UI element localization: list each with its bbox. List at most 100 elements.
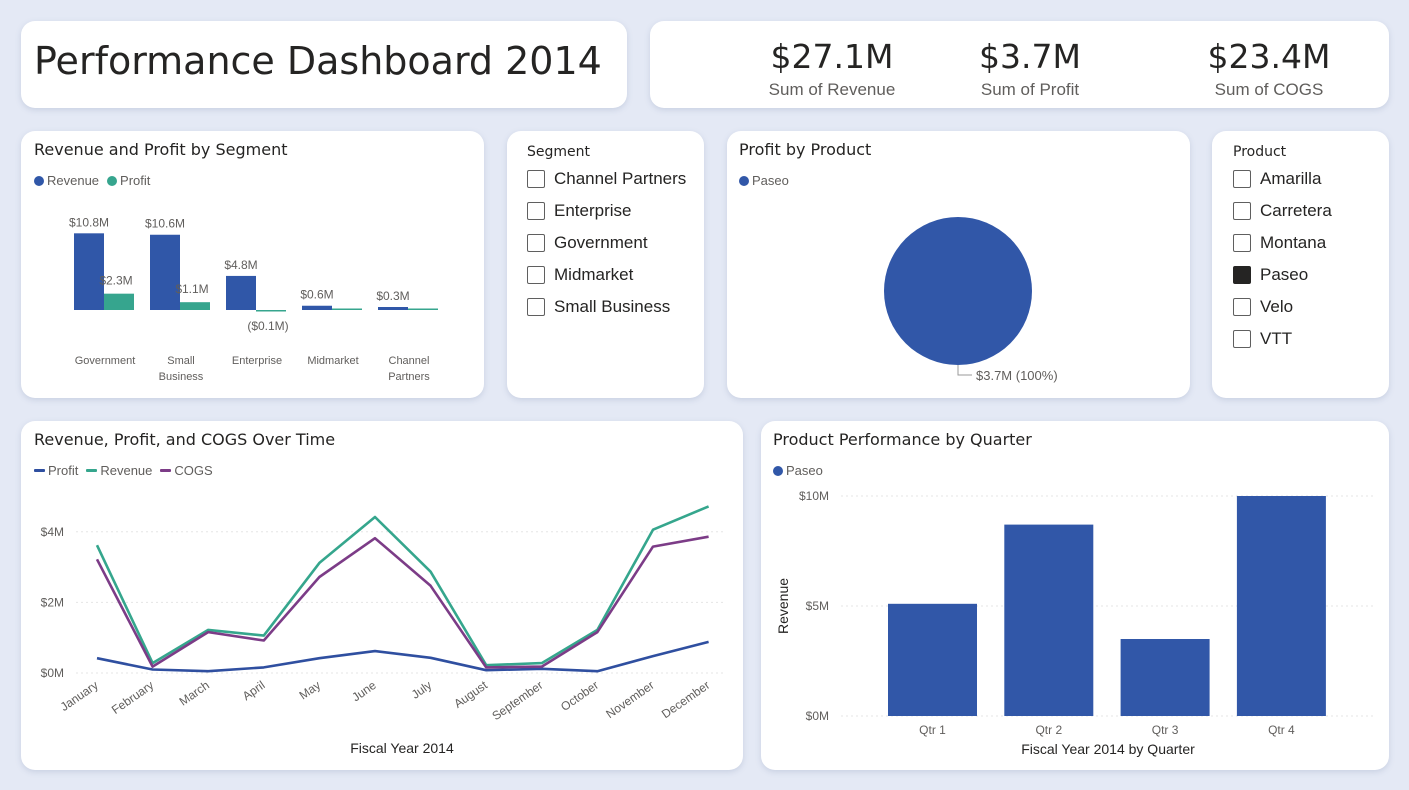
profit-data-label: $2.3M [99, 274, 132, 288]
cogs-line[interactable] [95, 535, 709, 669]
x-tick-label: July [409, 678, 435, 702]
profit-bar[interactable] [256, 310, 286, 312]
line-chart-card[interactable]: Revenue, Profit, and COGS Over Time Prof… [21, 421, 743, 770]
segment-bar-chart[interactable]: $10.8M $2.3M Government $10.6M $1.1M Small Bus… [21, 131, 484, 398]
x-tick-label: May [297, 678, 324, 702]
checkbox[interactable] [1233, 266, 1251, 284]
product-item-velo[interactable]: Velo [1233, 291, 1332, 323]
product-item-montana[interactable]: Montana [1233, 227, 1332, 259]
product-item-vtt[interactable]: VTT [1233, 323, 1332, 355]
segment-slicer-title: Segment [527, 144, 590, 160]
checkbox[interactable] [527, 266, 545, 284]
revenue-line-legend-marker [86, 469, 98, 472]
kpi-revenue-label: Sum of Revenue [768, 80, 896, 99]
legend-label-paseo: Paseo [752, 173, 789, 188]
profit-line[interactable] [96, 640, 709, 673]
legend-label-revenue: Revenue [47, 173, 100, 188]
kpi-profit[interactable]: $3.7M Sum of Profit [920, 37, 1140, 100]
y-tick-label: $2M [41, 595, 64, 609]
revenue-bar[interactable] [74, 233, 104, 310]
segment-item-label: Government [554, 233, 648, 252]
legend-label-quarter-paseo: Paseo [786, 463, 823, 478]
checkbox[interactable] [1233, 202, 1251, 220]
segment-chart-legend: Revenue Profit [34, 173, 150, 188]
profit-bar[interactable] [104, 293, 134, 310]
quarter-bar-chart[interactable]: $0M $5M $10M Qtr 1 Qtr 2 Qtr 3 Qtr 4 Fiscal Yea… [761, 421, 1389, 770]
quarter-bar[interactable] [888, 603, 977, 716]
x-tick-label: August [451, 678, 490, 711]
quarter-bar[interactable] [1120, 639, 1210, 716]
pie-chart[interactable]: $3.7M (100%) [727, 131, 1190, 398]
revenue-line[interactable] [95, 505, 710, 667]
x-tick-label: March [177, 678, 212, 709]
legend-item-profit[interactable]: Profit [107, 173, 150, 188]
legend-item-line-revenue[interactable]: Revenue [86, 463, 152, 478]
checkbox[interactable] [1233, 170, 1251, 188]
legend-item-revenue[interactable]: Revenue [34, 173, 99, 188]
checkbox[interactable] [1233, 234, 1251, 252]
product-item-carretera[interactable]: Carretera [1233, 195, 1332, 227]
revenue-bar[interactable] [302, 305, 332, 310]
segment-item-government[interactable]: Government [527, 227, 686, 259]
kpi-cogs[interactable]: $23.4M Sum of COGS [1159, 37, 1379, 100]
quarter-bar[interactable] [1004, 524, 1094, 716]
product-slicer-list: Amarilla Carretera Montana Paseo Velo VTT [1233, 163, 1332, 355]
x-axis-title: Fiscal Year 2014 by Quarter [1021, 741, 1195, 757]
cogs-line-legend-marker [160, 469, 172, 472]
x-tick-label: Partners [388, 371, 430, 383]
revenue-legend-marker [34, 175, 44, 186]
revenue-bar[interactable] [226, 275, 256, 310]
profit-bar[interactable] [180, 302, 210, 310]
y-axis-title: Revenue [775, 578, 791, 634]
product-item-label: Paseo [1260, 265, 1309, 284]
quarter-chart-card[interactable]: Product Performance by Quarter Paseo $0M… [761, 421, 1389, 770]
legend-item-line-profit[interactable]: Profit [34, 463, 78, 478]
profit-bar[interactable] [332, 308, 362, 311]
legend-label-profit: Profit [120, 173, 151, 188]
quarter-chart-title: Product Performance by Quarter [773, 430, 1032, 449]
checkbox[interactable] [527, 202, 545, 220]
checkbox[interactable] [1233, 298, 1251, 316]
legend-item-line-cogs[interactable]: COGS [160, 463, 213, 478]
segment-chart-card[interactable]: Revenue and Profit by Segment Revenue Pr… [21, 131, 484, 398]
checkbox[interactable] [527, 234, 545, 252]
product-item-label: Carretera [1260, 201, 1332, 220]
segment-item-small-business[interactable]: Small Business [527, 291, 686, 323]
legend-item-quarter-paseo[interactable]: Paseo [773, 463, 823, 478]
kpi-revenue-value: $27.1M [770, 37, 894, 76]
kpi-revenue[interactable]: $27.1M Sum of Revenue [722, 37, 942, 100]
x-tick-label: Qtr 4 [1268, 723, 1295, 737]
x-tick-label: Qtr 2 [1035, 723, 1062, 737]
legend-label-line-cogs: COGS [174, 463, 213, 478]
segment-item-label: Channel Partners [554, 169, 687, 188]
revenue-bar[interactable] [378, 307, 408, 310]
legend-label-line-profit: Profit [48, 463, 79, 478]
product-item-amarilla[interactable]: Amarilla [1233, 163, 1332, 195]
x-tick-label: Government [75, 355, 136, 367]
kpi-cogs-value: $23.4M [1207, 37, 1331, 76]
revenue-data-label: $0.6M [300, 288, 333, 302]
checkbox[interactable] [527, 170, 545, 188]
x-tick-label: Small [167, 355, 195, 367]
kpi-profit-label: Sum of Profit [980, 80, 1080, 99]
product-item-paseo[interactable]: Paseo [1233, 259, 1332, 291]
x-tick-label: September [489, 678, 545, 723]
segment-item-midmarket[interactable]: Midmarket [527, 259, 686, 291]
quarter-bar[interactable] [1236, 496, 1326, 716]
line-chart[interactable]: $0M $2M $4M January February March April May Jun… [21, 421, 743, 770]
x-tick-label: January [58, 678, 101, 714]
product-item-label: Montana [1260, 233, 1327, 252]
checkbox[interactable] [527, 298, 545, 316]
segment-item-enterprise[interactable]: Enterprise [527, 195, 686, 227]
pie-chart-card[interactable]: Profit by Product Paseo $3.7M (100%) [727, 131, 1190, 398]
revenue-data-label: $10.6M [145, 217, 185, 231]
profit-bar[interactable] [408, 308, 438, 311]
legend-item-paseo[interactable]: Paseo [739, 173, 789, 188]
pie-slice-paseo[interactable] [884, 217, 1032, 365]
revenue-bar[interactable] [150, 234, 180, 310]
pie-chart-title: Profit by Product [739, 140, 872, 159]
checkbox[interactable] [1233, 330, 1251, 348]
segment-item-channel-partners[interactable]: Channel Partners [527, 163, 686, 195]
segment-item-label: Enterprise [554, 201, 632, 220]
legend-label-line-revenue: Revenue [100, 463, 153, 478]
